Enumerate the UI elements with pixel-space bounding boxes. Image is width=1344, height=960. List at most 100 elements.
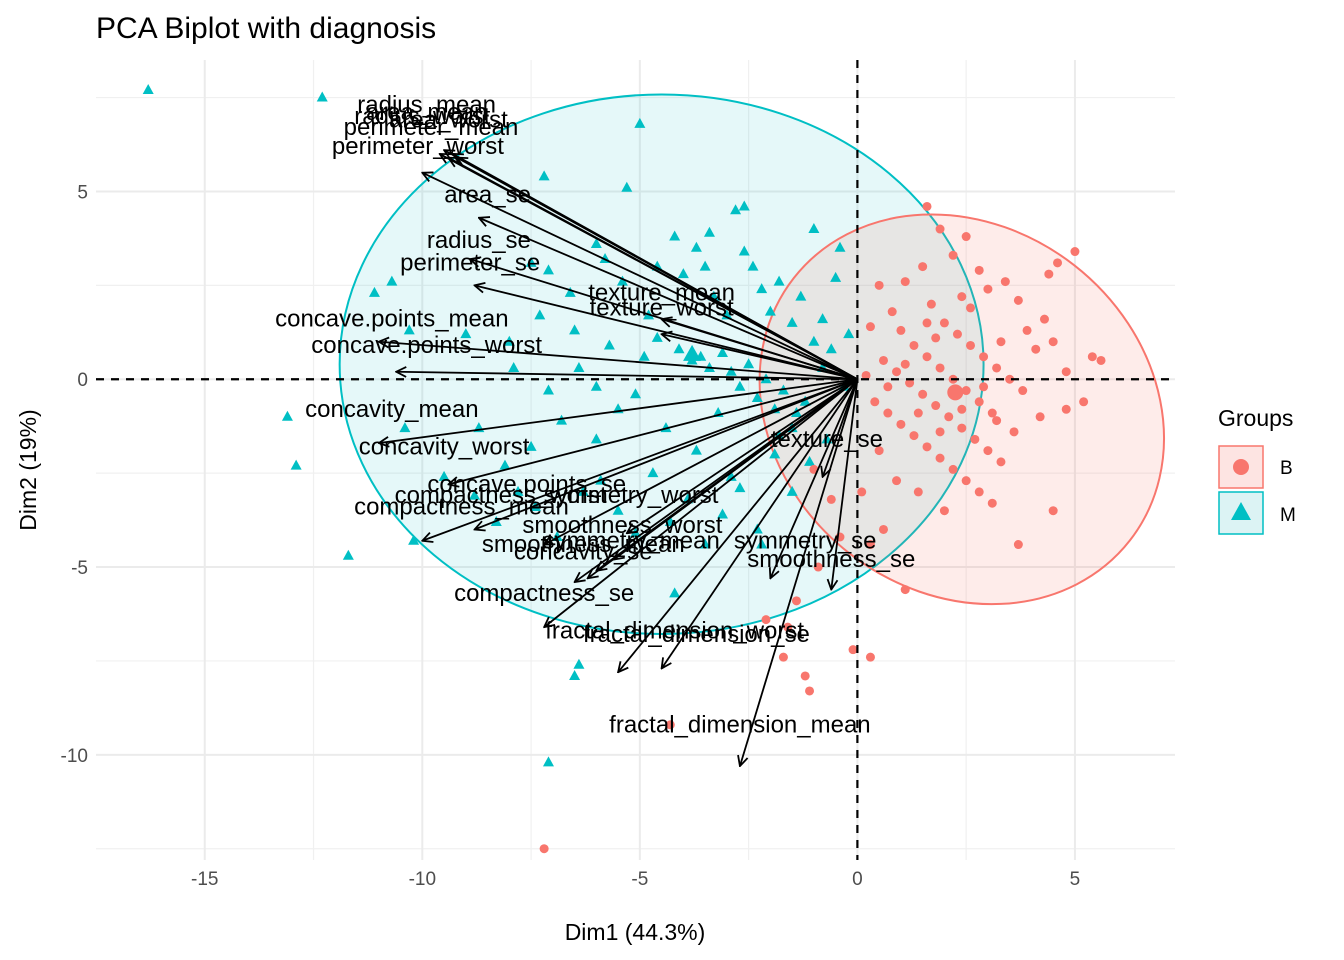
legend-title: Groups <box>1218 405 1293 431</box>
legend: Groups B M <box>1218 405 1296 535</box>
point-b <box>778 652 788 662</box>
point-m <box>804 455 816 466</box>
point-b <box>1009 427 1019 437</box>
point-m <box>734 482 746 493</box>
x-tick-label: -5 <box>631 869 648 890</box>
arrow-compactness_worst <box>475 378 858 529</box>
y-tick-label: -10 <box>61 746 88 767</box>
variable-labels: radius_meanarea_meanradius_worstarea_wor… <box>275 92 915 739</box>
point-m <box>590 380 602 391</box>
point-m <box>834 241 846 252</box>
y-axis-title: Dim2 (19%) <box>15 409 41 530</box>
legend-label-b: B <box>1280 458 1293 479</box>
var-label-concavity_se: concavity_se <box>514 539 653 566</box>
point-m <box>669 587 681 598</box>
point-b <box>861 370 871 380</box>
point-b <box>948 464 958 474</box>
point-m <box>756 283 768 294</box>
point-b <box>918 262 928 272</box>
point-m <box>690 241 702 252</box>
point-b <box>805 686 815 696</box>
arrow-texture_mean <box>662 319 858 381</box>
point-b <box>935 363 945 373</box>
legend-triangle-icon <box>1231 502 1251 520</box>
point-b <box>983 446 993 456</box>
point-b <box>957 292 967 302</box>
point-b <box>1061 404 1071 414</box>
point-b <box>939 318 949 328</box>
point-b <box>966 340 976 350</box>
var-label-compactness_se: compactness_se <box>454 580 634 607</box>
point-b <box>966 303 976 313</box>
point-m <box>503 335 515 346</box>
chart-title: PCA Biplot with diagnosis <box>96 12 436 45</box>
arrow-concave.points_se <box>544 378 858 544</box>
var-label-texture_worst: texture_worst <box>590 294 734 321</box>
point-m <box>542 384 554 395</box>
point-m <box>508 361 520 372</box>
point-b <box>935 224 945 234</box>
point-m <box>512 485 524 496</box>
point-m <box>738 245 750 256</box>
point-m <box>669 230 681 241</box>
point-b <box>935 427 945 437</box>
point-b <box>1035 412 1045 422</box>
x-tick-label: -10 <box>409 869 436 890</box>
point-m <box>808 223 820 234</box>
x-tick-label: -15 <box>191 869 218 890</box>
point-m <box>577 485 589 496</box>
point-m <box>590 433 602 444</box>
point-m <box>738 200 750 211</box>
point-b <box>900 277 910 287</box>
point-b <box>922 318 932 328</box>
point-b <box>935 453 945 463</box>
var-label-radius_worst: radius_worst <box>354 103 490 130</box>
var-label-symmetry_se: symmetry_se <box>734 527 877 554</box>
point-b <box>1013 540 1023 550</box>
arrow-symmetry_se <box>770 378 859 578</box>
var-label-texture_se: texture_se <box>771 426 883 453</box>
var-label-radius_se: radius_se <box>427 227 531 254</box>
point-b <box>1053 258 1063 268</box>
points-benign <box>539 201 1106 854</box>
point-m <box>773 275 785 286</box>
point-m <box>569 324 581 335</box>
point-b <box>761 615 771 625</box>
arrow-perimeter_mean <box>448 158 858 381</box>
point-b <box>1005 374 1015 384</box>
point-b <box>979 382 989 392</box>
point-b <box>1013 295 1023 305</box>
point-m <box>142 84 154 95</box>
var-label-concave.points_se: concave.points_se <box>427 471 626 498</box>
point-b <box>957 423 967 433</box>
legend-circle-icon <box>1233 459 1249 475</box>
point-m <box>747 260 759 271</box>
point-b <box>800 671 810 681</box>
point-m <box>538 170 550 181</box>
point-b <box>1018 386 1028 396</box>
point-m <box>542 264 554 275</box>
point-m <box>725 365 737 376</box>
arrow-concavity_worst <box>448 378 858 484</box>
arrow-fractal_dimension_worst <box>618 378 859 672</box>
point-b <box>913 408 923 418</box>
point-m <box>634 117 646 128</box>
point-m <box>699 260 711 271</box>
group-means <box>683 344 964 401</box>
point-b <box>987 498 997 508</box>
y-tick-label: -5 <box>71 558 88 579</box>
arrow-compactness_mean <box>422 378 858 541</box>
point-b <box>791 596 801 606</box>
point-m <box>673 343 685 354</box>
var-label-compactness_mean: compactness_mean <box>354 493 569 520</box>
point-b <box>952 329 962 339</box>
point-m <box>573 361 585 372</box>
point-m <box>795 290 807 301</box>
point-m <box>573 658 585 669</box>
point-m <box>564 286 576 297</box>
point-m <box>830 271 842 282</box>
point-b <box>878 355 888 365</box>
point-m <box>386 275 398 286</box>
point-m <box>616 275 628 286</box>
